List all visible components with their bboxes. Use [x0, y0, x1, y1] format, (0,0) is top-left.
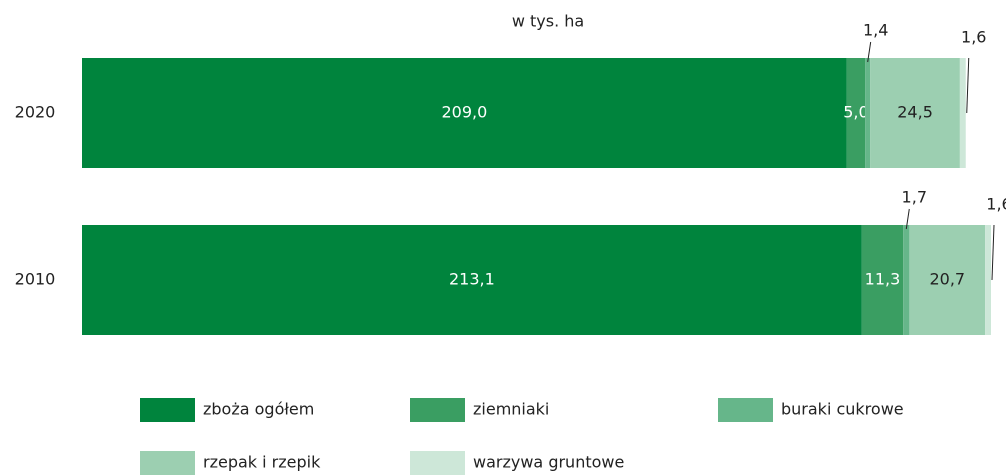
y-tick-label: 2020: [15, 103, 56, 122]
legend-label: buraki cukrowe: [781, 400, 904, 419]
bar-segment: [870, 58, 960, 168]
legend-swatch: [140, 451, 195, 475]
data-label: 11,3: [865, 270, 901, 289]
leader-line: [867, 41, 872, 63]
data-label: 24,5: [897, 103, 933, 122]
bar-segment: [82, 58, 847, 168]
leader-line: [905, 208, 910, 230]
legend-label: ziemniaki: [473, 400, 549, 419]
bar-segment: [985, 225, 991, 335]
data-label: 1,6: [961, 28, 986, 47]
data-label: 213,1: [449, 270, 495, 289]
bar-segment: [959, 58, 966, 168]
bar-segment: [865, 58, 871, 168]
data-label: 1,6: [986, 195, 1006, 214]
bar-segment: [861, 225, 904, 335]
legend-label: warzywa gruntowe: [473, 453, 624, 472]
legend-label: zboża ogółem: [203, 400, 314, 419]
legend-swatch: [410, 398, 465, 422]
data-label: 20,7: [929, 270, 965, 289]
bar-segment: [903, 225, 910, 335]
bar-segment: [909, 225, 986, 335]
bar-segment: [82, 225, 862, 335]
leader-line: [966, 57, 970, 114]
data-label: 1,4: [863, 21, 888, 40]
leader-line: [991, 224, 995, 281]
y-tick-label: 2010: [15, 270, 56, 289]
legend-swatch: [718, 398, 773, 422]
data-label: 1,7: [902, 188, 927, 207]
data-label: 5,0: [843, 103, 868, 122]
legend-label: rzepak i rzepik: [203, 453, 321, 472]
data-label: 209,0: [442, 103, 488, 122]
legend-swatch: [410, 451, 465, 475]
chart-title: w tys. ha: [512, 12, 584, 31]
legend-swatch: [140, 398, 195, 422]
bar-segment: [846, 58, 866, 168]
